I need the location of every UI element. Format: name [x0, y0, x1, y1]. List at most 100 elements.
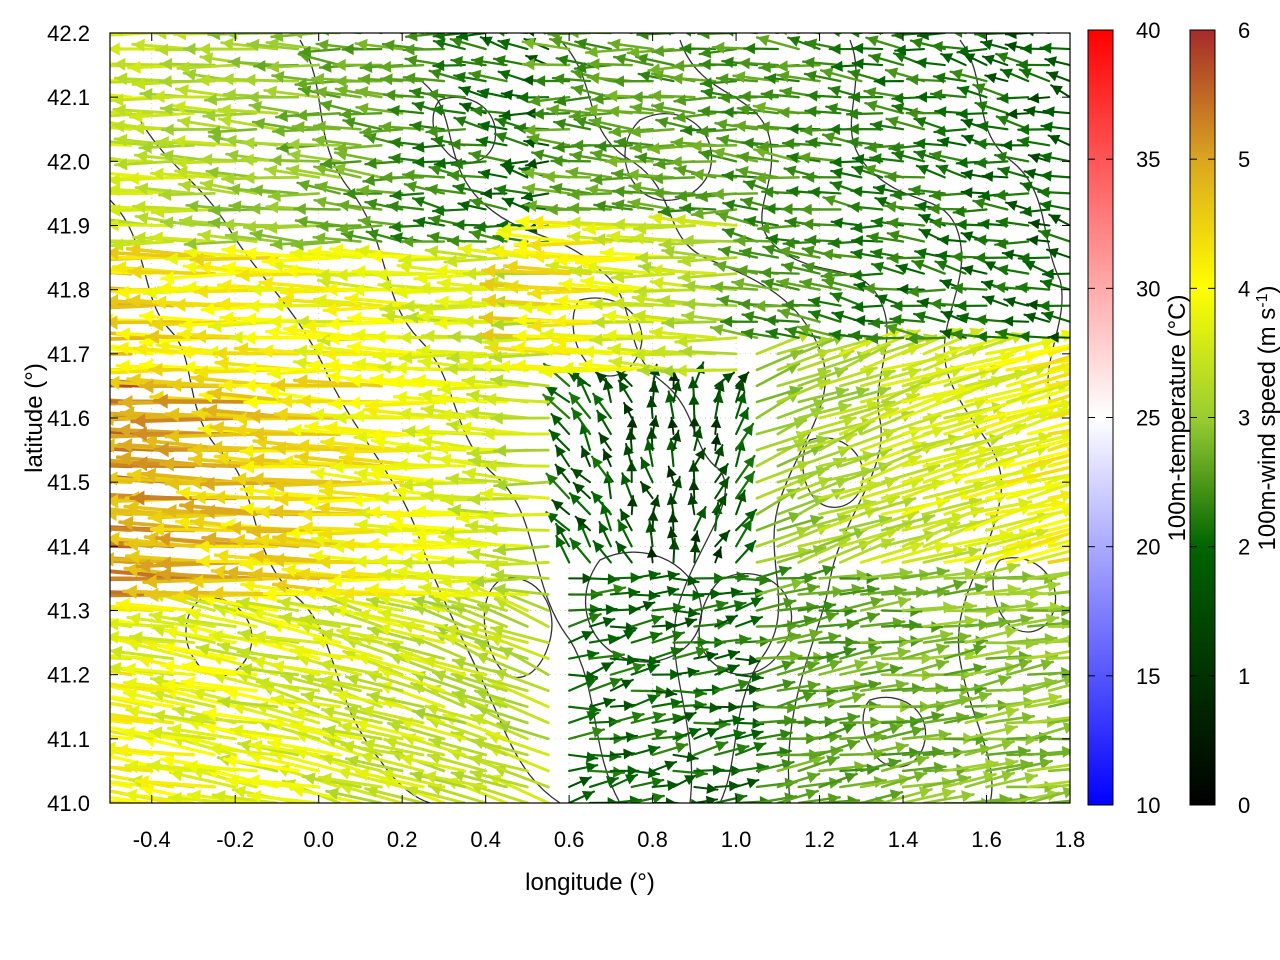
wind-vector-head: [147, 759, 161, 773]
wind-vector-head: [974, 314, 987, 326]
wind-vector-head: [555, 464, 567, 477]
wind-vector: [1006, 757, 1053, 773]
wind-vector-head: [625, 731, 637, 743]
wind-vector-head: [875, 660, 888, 673]
wind-vector: [672, 727, 702, 740]
wind-vector-head: [151, 674, 165, 688]
wind-vector: [818, 691, 866, 709]
wind-vector-head: [897, 595, 910, 608]
wind-vector-head: [783, 597, 796, 610]
wind-vector-head: [365, 785, 379, 798]
wind-vector-head: [705, 650, 718, 662]
wind-vector: [693, 664, 730, 676]
wind-vector-head: [560, 361, 574, 376]
wind-vector-head: [930, 298, 942, 310]
wind-vector-head: [711, 281, 724, 294]
wind-vector-head: [482, 263, 496, 279]
wind-vector-head: [909, 619, 921, 632]
wind-vector: [818, 646, 857, 660]
wind-vector-head: [1071, 645, 1083, 657]
wind-vector-shaft: [1047, 636, 1070, 644]
wind-vector-head: [293, 707, 307, 721]
wind-vector: [110, 729, 154, 741]
wind-vector-head: [413, 707, 426, 720]
wind-vector-head: [299, 507, 313, 522]
wind-vector-head: [688, 727, 701, 739]
wind-vector: [110, 712, 175, 725]
wind-vector-shaft: [110, 576, 112, 581]
wind-vector-head: [571, 408, 583, 421]
wind-vector: [906, 285, 946, 298]
wind-vector-head: [974, 252, 986, 264]
wind-vector: [693, 795, 719, 803]
wind-vector-head: [9, 523, 22, 538]
wind-vector-head: [444, 624, 458, 637]
wind-vector-head: [571, 468, 584, 480]
wind-vector-head: [367, 690, 381, 704]
wind-vector-head: [1004, 626, 1018, 639]
wind-vector: [489, 411, 550, 425]
wind-vector: [639, 480, 654, 500]
wind-vector: [110, 765, 154, 773]
wind-vector: [714, 714, 745, 726]
wind-vector-head: [169, 791, 182, 803]
wind-vector-head: [268, 737, 282, 752]
wind-vector: [110, 684, 133, 693]
wind-vector-head: [38, 692, 51, 705]
wind-vector-head: [233, 785, 247, 799]
wind-vector: [755, 746, 792, 758]
wind-vector: [651, 646, 684, 660]
wind-vector-head: [670, 430, 682, 443]
wind-vector: [687, 493, 699, 516]
wind-vector: [1047, 670, 1070, 676]
wind-vector-head: [59, 500, 72, 515]
wind-vector: [609, 662, 646, 676]
wind-vector-head: [640, 481, 652, 494]
wind-vector-head: [889, 663, 902, 676]
wind-vector-head: [1114, 568, 1126, 581]
wind-vector: [693, 740, 729, 757]
wind-vector-head: [161, 456, 175, 472]
wind-vector-head: [326, 787, 340, 800]
wind-vector-head: [609, 750, 621, 762]
wind-vector-head: [830, 745, 843, 758]
wind-vector-shaft: [110, 694, 175, 709]
wind-vector-head: [52, 689, 65, 703]
wind-vector: [797, 755, 840, 773]
wind-vector-shaft: [1026, 763, 1070, 773]
wind-vector: [964, 706, 1020, 725]
wind-vector-head: [645, 521, 657, 533]
wind-vector-shaft: [110, 796, 154, 803]
wind-vector: [336, 626, 404, 645]
wind-vector-head: [781, 759, 794, 771]
wind-vector: [651, 741, 689, 757]
wind-vector-head: [636, 251, 648, 265]
wind-vector-head: [695, 646, 708, 658]
wind-vector-shaft: [1047, 718, 1070, 725]
wind-vector-head: [197, 554, 210, 569]
wind-vector-head: [487, 558, 500, 572]
wind-vector-head: [646, 663, 659, 674]
wind-vector-head: [933, 761, 946, 774]
wind-vector-head: [915, 754, 928, 767]
wind-vector-head: [907, 285, 920, 298]
wind-vector: [693, 718, 731, 730]
wind-vector-head: [28, 743, 41, 757]
wind-vector-head: [470, 768, 484, 782]
wind-vector: [110, 645, 175, 661]
wind-vector-head: [1072, 758, 1084, 771]
wind-vector-head: [162, 641, 176, 655]
wind-vector-head: [40, 252, 53, 266]
wind-vector: [180, 676, 258, 693]
wind-vector: [672, 711, 697, 724]
wind-vector-shaft: [1047, 767, 1070, 773]
wind-vector-head: [593, 393, 605, 406]
wind-vector-head: [514, 313, 527, 328]
wind-vector-head: [16, 542, 29, 557]
wind-vector: [252, 630, 321, 645]
wind-vector-head: [653, 345, 666, 359]
wind-vector-head: [398, 330, 411, 345]
wind-vector: [567, 726, 606, 740]
wind-vector-shaft: [1026, 780, 1070, 789]
wind-vector-shaft: [110, 592, 113, 597]
